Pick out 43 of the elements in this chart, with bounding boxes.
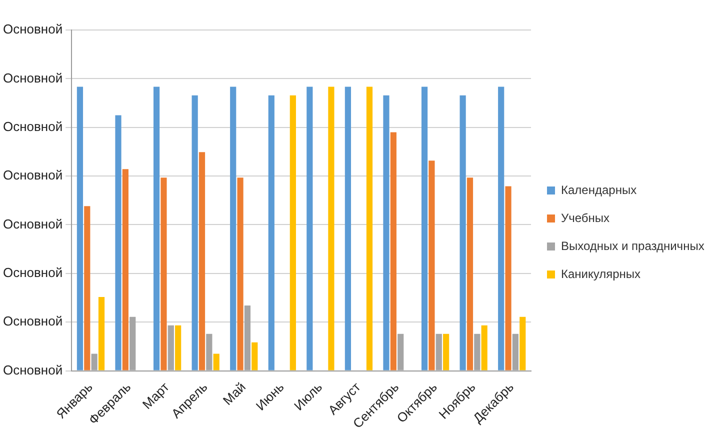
bar bbox=[466, 178, 474, 370]
bar bbox=[421, 86, 428, 370]
bar bbox=[390, 132, 396, 370]
bar bbox=[383, 95, 390, 370]
text: Основной bbox=[2, 216, 63, 232]
bar bbox=[481, 325, 488, 370]
bar bbox=[122, 169, 128, 370]
text: Основной bbox=[2, 70, 63, 86]
bar bbox=[192, 95, 198, 370]
text: Основной bbox=[2, 22, 63, 37]
legend-label: Выходных и праздничных bbox=[561, 238, 704, 253]
bar bbox=[213, 354, 220, 370]
bar bbox=[505, 186, 512, 370]
text: Основной bbox=[2, 362, 63, 378]
bar bbox=[520, 316, 526, 370]
bar bbox=[76, 86, 84, 370]
bar bbox=[175, 325, 182, 370]
bar bbox=[84, 206, 90, 370]
bar bbox=[428, 160, 435, 370]
text: Основной bbox=[2, 118, 63, 134]
text: Основной bbox=[2, 265, 63, 280]
bar bbox=[230, 86, 236, 370]
legend-label: Календарных bbox=[561, 182, 637, 197]
bar bbox=[198, 152, 206, 370]
bar bbox=[153, 86, 160, 370]
bar bbox=[268, 95, 274, 370]
bar bbox=[237, 178, 244, 370]
bar bbox=[306, 86, 313, 370]
bar bbox=[290, 95, 296, 370]
bar bbox=[344, 86, 352, 370]
bar bbox=[443, 334, 450, 370]
text: Основной bbox=[2, 168, 63, 183]
bar bbox=[328, 86, 334, 370]
bar bbox=[252, 342, 258, 370]
text: Основной bbox=[2, 314, 63, 329]
legend-label: Учебных bbox=[561, 210, 610, 225]
bar bbox=[460, 95, 466, 370]
bar bbox=[498, 86, 504, 370]
bar bbox=[115, 115, 122, 370]
bar bbox=[98, 296, 105, 370]
legend-label: Каникулярных bbox=[561, 266, 641, 281]
bar bbox=[160, 178, 167, 370]
bar bbox=[366, 86, 373, 370]
